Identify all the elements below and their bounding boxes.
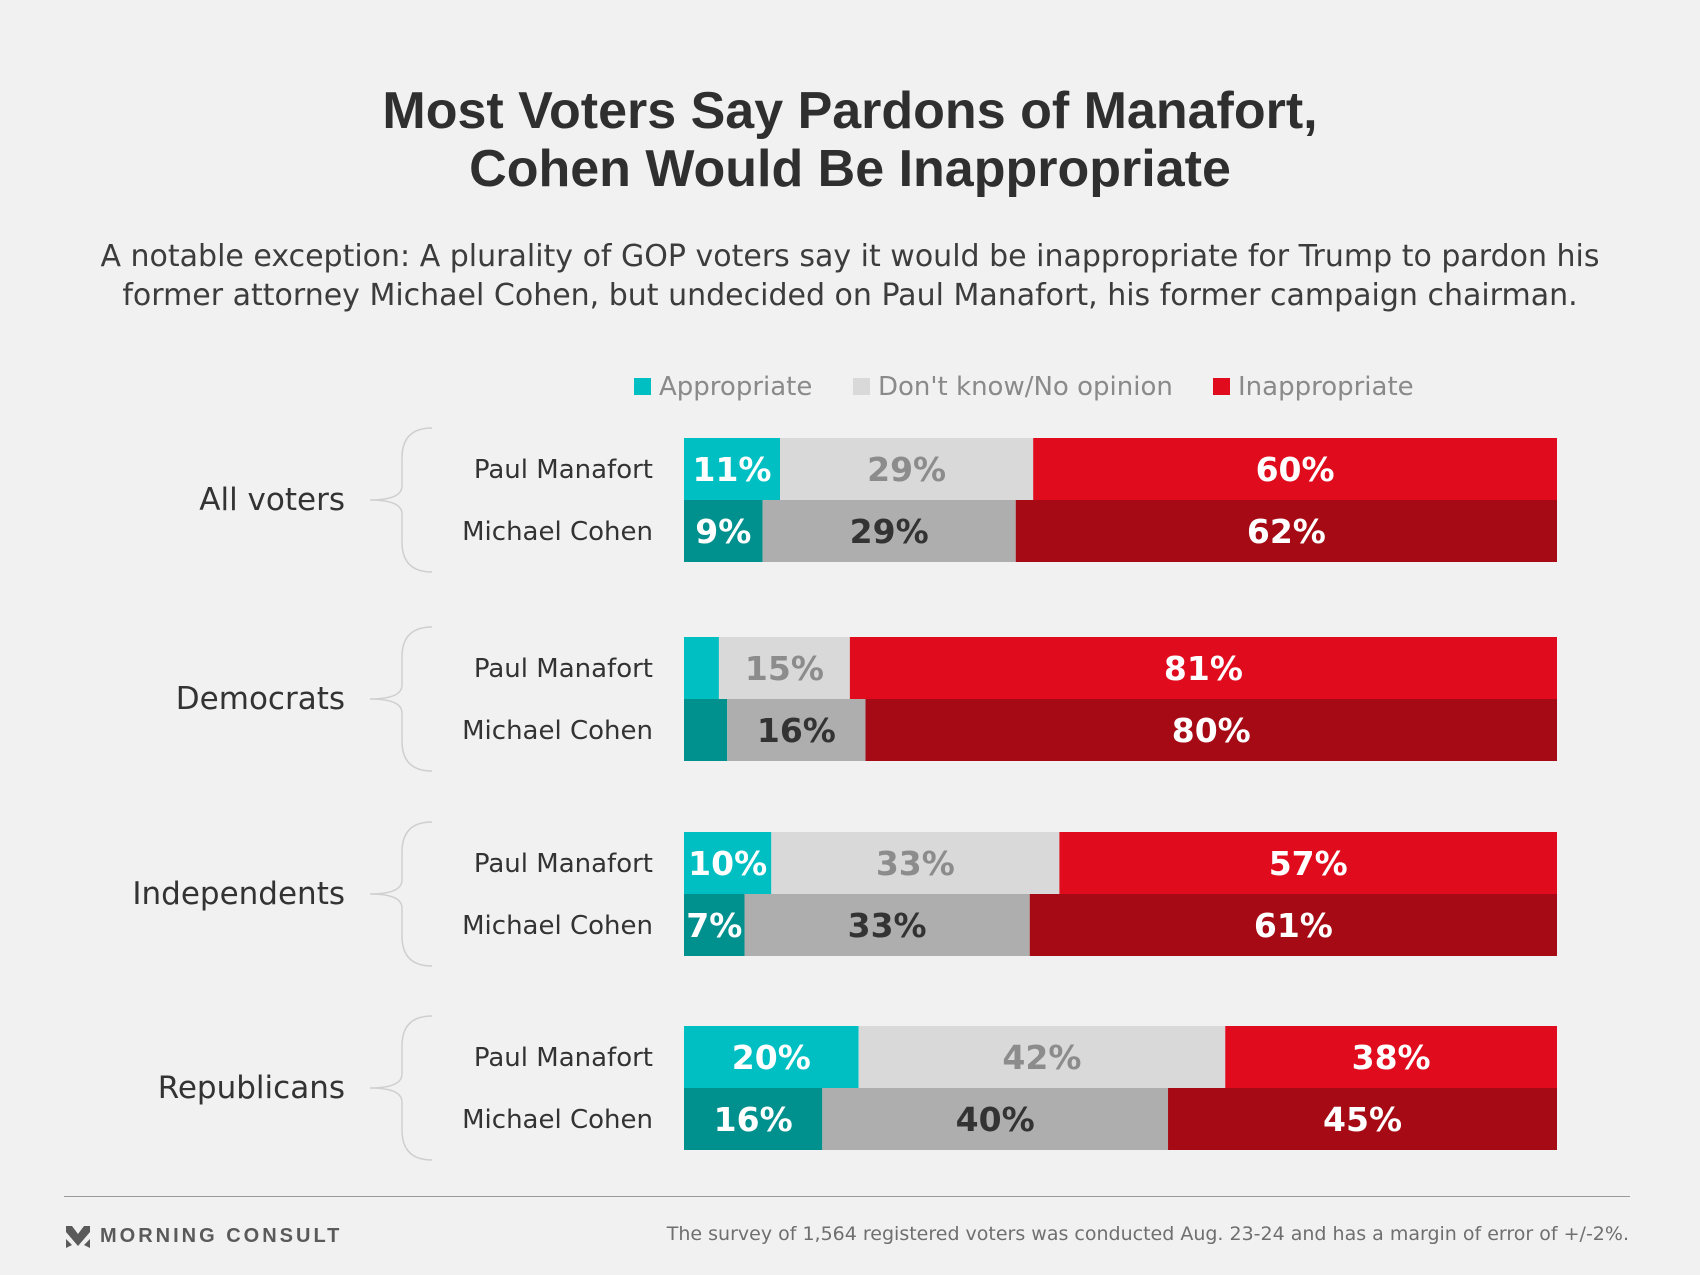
row-label-paul-manafort: Paul Manafort [474,654,653,684]
row-label-michael-cohen: Michael Cohen [462,716,653,746]
data-label: 29% [850,512,929,551]
bar-segment-don-t-know-no-opinion [780,438,1034,500]
data-label: 15% [745,649,824,688]
data-label: 80% [1172,711,1251,750]
data-label: 38% [1352,1038,1431,1077]
bar-segment-appropriate [684,894,745,956]
data-label: 42% [1002,1038,1081,1077]
brand-name: MORNING CONSULT [100,1225,343,1247]
group-label-democrats: Democrats [176,681,345,717]
group-label-republicans: Republicans [158,1070,345,1106]
data-label: 61% [1254,906,1333,945]
data-label: 62% [1247,512,1326,551]
bar-segment-inappropriate [849,637,1557,699]
bar-segment-don-t-know-no-opinion [771,832,1060,894]
data-label: 10% [688,844,767,883]
group-brace [369,821,433,967]
data-label: 40% [956,1100,1035,1139]
legend-label-inappropriate: Inappropriate [1238,372,1414,402]
group-label-independents: Independents [132,876,345,912]
chart-title-line-1: Most Voters Say Pardons of Manafort, [382,82,1318,140]
legend-swatch-don-t-know-no-opinion [853,378,870,395]
legend-swatch-appropriate [634,378,651,395]
footer-divider [64,1196,1630,1197]
bar-segment-don-t-know-no-opinion [744,894,1030,956]
bar-segment-appropriate [684,500,763,562]
bar-segment-appropriate [684,832,772,894]
row-label-paul-manafort: Paul Manafort [474,849,653,879]
bar-segment-don-t-know-no-opinion [858,1026,1226,1088]
bar-segment-don-t-know-no-opinion [762,500,1016,562]
data-label: 33% [876,844,955,883]
chart-title: Most Voters Say Pardons of Manafort, Coh… [0,82,1700,198]
bar-segment-appropriate [684,438,781,500]
data-label: 29% [867,450,946,489]
row-label-michael-cohen: Michael Cohen [462,517,653,547]
data-label: 57% [1269,844,1348,883]
group-label-all-voters: All voters [199,482,345,518]
bar-segment-inappropriate [1059,832,1557,894]
legend-swatch-inappropriate [1213,378,1230,395]
row-label-paul-manafort: Paul Manafort [474,455,653,485]
chart-title-line-2: Cohen Would Be Inappropriate [469,140,1231,198]
data-label: 11% [693,450,772,489]
data-label: 7% [686,906,742,945]
bar-segment-appropriate [684,637,719,699]
chart-subtitle-line-1: A notable exception: A plurality of GOP … [100,239,1600,274]
data-label: 33% [848,906,927,945]
data-label: 16% [757,711,836,750]
bar-segment-appropriate [684,1026,859,1088]
bar-segment-don-t-know-no-opinion [727,699,866,761]
bar-segment-appropriate [684,699,728,761]
bar-segment-don-t-know-no-opinion [822,1088,1169,1150]
row-label-michael-cohen: Michael Cohen [462,1105,653,1135]
bar-segment-inappropriate [1168,1088,1557,1150]
legend-label-appropriate: Appropriate [659,372,812,402]
legend-label-don-t-know-no-opinion: Don't know/No opinion [878,372,1173,402]
brand-logo: MORNING CONSULT [66,1225,342,1248]
bar-segment-inappropriate [1225,1026,1557,1088]
morning-consult-logo-icon [66,1225,90,1248]
bar-segment-inappropriate [1015,500,1557,562]
data-label: 60% [1256,450,1335,489]
bar-segment-inappropriate [1033,438,1557,500]
data-label: 81% [1164,649,1243,688]
data-label: 16% [714,1100,793,1139]
bar-segment-don-t-know-no-opinion [718,637,850,699]
bar-segment-inappropriate [1029,894,1557,956]
data-label: 9% [695,512,751,551]
chart-subtitle-line-2: former attorney Michael Cohen, but undec… [122,278,1578,313]
row-label-paul-manafort: Paul Manafort [474,1043,653,1073]
bar-segment-appropriate [684,1088,823,1150]
data-label: 20% [732,1038,811,1077]
chart-subtitle: A notable exception: A plurality of GOP … [90,237,1610,315]
group-brace [369,427,433,573]
row-label-michael-cohen: Michael Cohen [462,911,653,941]
survey-note: The survey of 1,564 registered voters wa… [666,1223,1629,1245]
group-brace [369,626,433,772]
group-brace [369,1015,433,1161]
bar-segment-inappropriate [865,699,1557,761]
data-label: 45% [1323,1100,1402,1139]
